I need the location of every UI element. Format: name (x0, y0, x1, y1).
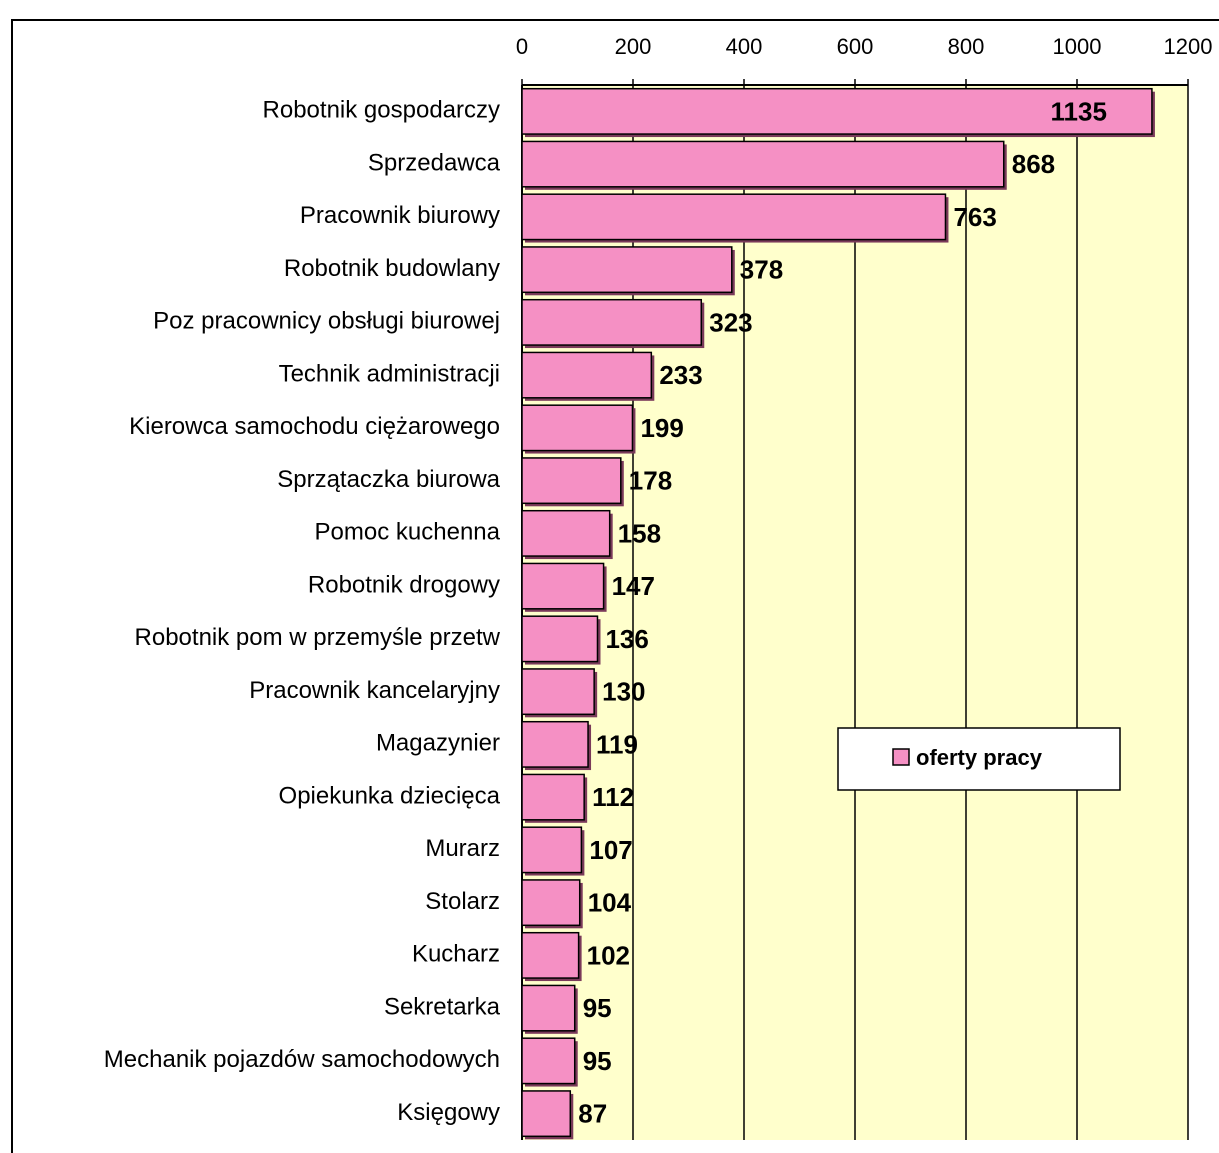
y-tick-label: Pracownik biurowy (300, 202, 500, 229)
y-tick-label: Kierowca samochodu ciężarowego (129, 413, 500, 440)
x-tick-label: 200 (615, 34, 652, 59)
value-label: 112 (592, 782, 634, 812)
value-label: 199 (640, 413, 683, 443)
y-tick-label: Poz pracownicy obsługi biurowej (153, 308, 500, 335)
bar (521, 773, 585, 821)
y-tick-label: Sekretarka (384, 993, 501, 1020)
bar (521, 1037, 576, 1085)
x-tick-label: 600 (837, 34, 874, 59)
value-label: 1135 (1051, 96, 1107, 126)
bar (521, 720, 589, 768)
bar (521, 140, 1005, 188)
y-tick-label: Technik administracji (279, 360, 500, 387)
chart-border (11, 19, 1219, 1153)
bar (521, 562, 605, 610)
value-label: 147 (612, 571, 655, 601)
value-label: 119 (596, 729, 638, 759)
x-tick-label: 0 (516, 34, 528, 59)
bar (521, 193, 947, 241)
x-tick-label: 1200 (1164, 34, 1213, 59)
y-tick-label: Kucharz (412, 941, 500, 968)
value-label: 102 (587, 940, 630, 970)
y-tick-label: Robotnik budowlany (284, 255, 500, 282)
value-label: 107 (589, 835, 632, 865)
bar (521, 615, 599, 663)
bar (521, 668, 595, 716)
bar (521, 87, 1153, 135)
y-tick-label: Mechanik pojazdów samochodowych (104, 1046, 500, 1073)
x-tick-label: 400 (726, 34, 763, 59)
y-tick-label: Opiekunka dziecięca (279, 782, 501, 809)
legend-marker (892, 748, 910, 766)
value-label: 763 (953, 202, 996, 232)
x-tick-label: 1000 (1053, 34, 1102, 59)
bar (521, 457, 622, 505)
x-tick-label: 800 (948, 34, 985, 59)
bar (521, 509, 611, 557)
value-label: 158 (618, 518, 661, 548)
value-label: 95 (583, 993, 612, 1023)
y-tick-label: Robotnik pom w przemyśle przetw (135, 624, 501, 651)
value-label: 130 (602, 677, 645, 707)
legend-box (837, 727, 1121, 791)
y-tick-label: Pomoc kuchenna (315, 519, 501, 546)
y-tick-label: Murarz (425, 835, 500, 862)
y-tick-label: Robotnik drogowy (308, 571, 500, 598)
bar (521, 879, 581, 927)
value-label: 233 (659, 360, 702, 390)
legend-label: oferty pracy (916, 745, 1043, 770)
value-label: 378 (740, 255, 783, 285)
y-tick-label: Robotnik gospodarczy (263, 97, 500, 124)
value-label: 104 (588, 888, 632, 918)
y-tick-label: Stolarz (425, 888, 500, 915)
bar (521, 246, 733, 294)
y-tick-label: Sprzątaczka biurowa (277, 466, 500, 493)
bar (521, 931, 580, 979)
value-label: 87 (578, 1099, 607, 1129)
y-tick-label: Sprzedawca (368, 149, 501, 176)
bar (521, 298, 703, 346)
bar (521, 351, 653, 399)
value-label: 95 (583, 1046, 612, 1076)
bar (521, 1090, 572, 1138)
value-label: 178 (629, 466, 672, 496)
bar (521, 984, 576, 1032)
value-label: 323 (709, 307, 752, 337)
y-tick-label: Magazynier (376, 730, 500, 757)
bar (521, 404, 634, 452)
y-tick-label: Pracownik kancelaryjny (249, 677, 500, 704)
value-label: 136 (605, 624, 648, 654)
y-tick-label: Księgowy (397, 1099, 500, 1126)
value-label: 868 (1012, 149, 1055, 179)
bar (521, 826, 583, 874)
